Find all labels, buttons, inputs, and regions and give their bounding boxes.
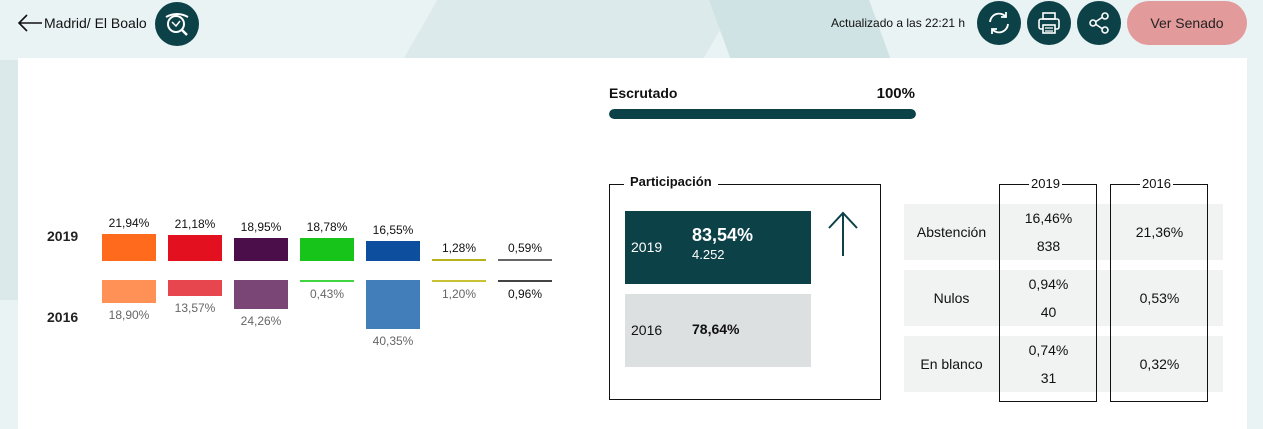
pct-2019: 0,94% (1028, 276, 1069, 292)
bar-2016 (168, 280, 222, 296)
pct-2019: 16,46% (1024, 210, 1073, 226)
pct-label-2019: 0,59% (507, 241, 543, 255)
bar-2016 (102, 280, 156, 303)
participacion-year: 2019 (631, 239, 663, 255)
ver-senado-button[interactable]: Ver Senado (1127, 1, 1247, 45)
count-2019: 838 (1036, 238, 1061, 254)
pct-label-2016: 13,57% (174, 301, 216, 315)
search-map-icon (165, 13, 189, 36)
row-label: En blanco (920, 356, 983, 372)
pct-2019: 0,74% (1028, 342, 1069, 358)
background-shape (0, 60, 18, 300)
pct-label-2016: 1,20% (441, 287, 477, 301)
year-label-2016: 2016 (47, 309, 79, 325)
row-label: Abstención (916, 224, 987, 240)
pct-2016: 21,36% (1135, 224, 1184, 240)
pct-label-2016: 18,90% (108, 308, 150, 322)
bar-2016 (234, 280, 288, 309)
bar-2019 (234, 238, 288, 261)
escrutado-label: Escrutado (609, 85, 678, 101)
pct-2016: 0,32% (1139, 356, 1180, 372)
table-row-en-blanco (904, 336, 1223, 392)
arrow-up-icon (828, 211, 858, 256)
pct-label-2019: 21,18% (174, 217, 216, 231)
participacion-row-2019: 2019 83,54% 4.252 (625, 211, 811, 284)
updated-time: Actualizado a las 22:21 h (831, 16, 966, 30)
refresh-icon (989, 12, 1009, 34)
refresh-button[interactable] (977, 1, 1021, 45)
bar-2019 (432, 259, 486, 261)
row-label: Nulos (933, 290, 970, 306)
pct-label-2019: 21,94% (108, 216, 150, 230)
pct-label-2019: 18,78% (306, 220, 348, 234)
pct-label-2016: 0,43% (309, 287, 345, 301)
back-arrow-icon[interactable] (16, 12, 44, 34)
count-2019: 40 (1040, 304, 1057, 320)
escrutado-progress-fill (609, 109, 916, 119)
participacion-row-2016: 2016 78,64% (625, 294, 811, 367)
pct-label-2019: 1,28% (441, 241, 477, 255)
bar-2016 (498, 280, 552, 282)
table-row-nulos (904, 270, 1223, 326)
bar-2016 (300, 280, 354, 282)
year-label-2019: 2019 (47, 228, 79, 244)
participacion-pct: 78,64% (692, 321, 740, 337)
share-button[interactable] (1077, 1, 1121, 45)
participacion-panel (609, 184, 881, 400)
participacion-pct: 83,54% (692, 225, 754, 245)
column-header-2019: 2019 (1029, 176, 1062, 191)
bar-2016 (366, 280, 420, 329)
participacion-count: 4.252 (692, 247, 725, 262)
bar-2016 (432, 280, 486, 282)
bar-2019 (300, 238, 354, 261)
pct-label-2016: 0,96% (507, 287, 543, 301)
pct-2016: 0,53% (1139, 290, 1180, 306)
pct-label-2019: 16,55% (372, 223, 414, 237)
bar-2019 (102, 234, 156, 261)
print-icon (1038, 12, 1060, 34)
bar-2019 (498, 259, 552, 261)
pct-label-2016: 40,35% (372, 334, 414, 348)
pct-label-2016: 24,26% (240, 314, 282, 328)
participacion-year: 2016 (631, 322, 663, 338)
header: Madrid/ El Boalo Actualizado a las 22:21… (0, 0, 1263, 58)
escrutado-value: 100% (876, 85, 915, 102)
breadcrumb[interactable]: Madrid/ El Boalo (44, 15, 147, 31)
print-button[interactable] (1027, 1, 1071, 45)
column-header-2016: 2016 (1140, 176, 1173, 191)
share-icon (1089, 12, 1109, 34)
participacion-title: Participación (624, 174, 718, 189)
pct-label-2019: 18,95% (240, 220, 282, 234)
count-2019: 31 (1040, 370, 1057, 386)
search-map-button[interactable] (155, 2, 199, 46)
bar-2019 (168, 235, 222, 261)
bar-2019 (366, 241, 420, 261)
table-row-abstencion (904, 204, 1223, 260)
escrutado-progress-bar (609, 109, 916, 119)
